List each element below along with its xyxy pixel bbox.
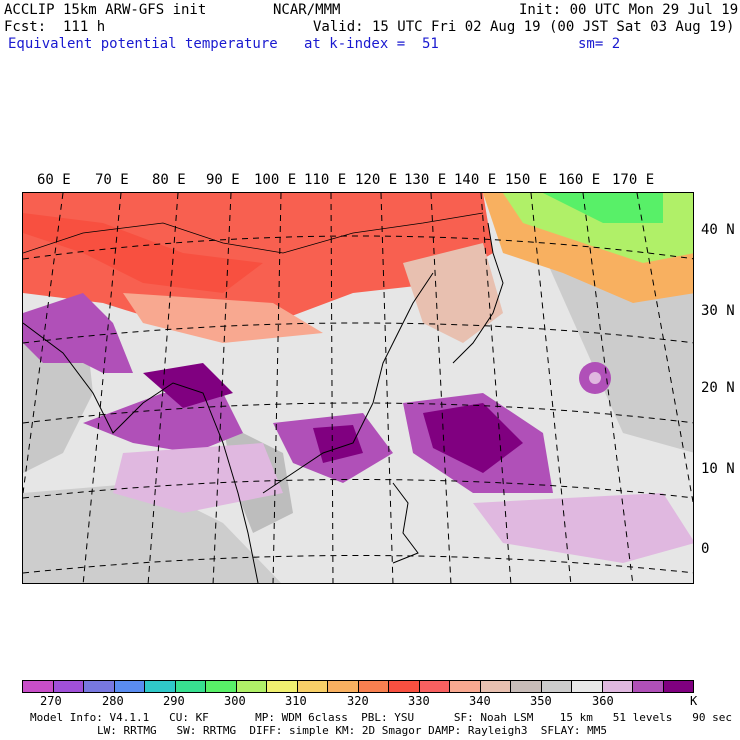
colorbar-swatch-1 xyxy=(53,681,84,692)
colorbar-swatch-0 xyxy=(23,681,54,692)
colorbar-swatch-3 xyxy=(114,681,145,692)
lon-label-60e: 60 E xyxy=(37,172,71,188)
colorbar-swatch-11 xyxy=(358,681,389,692)
cbar-tick-290: 290 xyxy=(163,694,185,708)
lat-label-0: 0 xyxy=(701,541,710,557)
lat-label-30n: 30 N xyxy=(701,303,735,319)
ne-green-core xyxy=(543,193,663,223)
cbar-tick-310: 310 xyxy=(285,694,307,708)
lon-label-90e: 90 E xyxy=(206,172,240,188)
purple-region-pakistan xyxy=(23,293,133,373)
cbar-tick-270: 270 xyxy=(40,694,62,708)
cbar-tick-350: 350 xyxy=(530,694,552,708)
lilac-region-equator xyxy=(473,493,693,563)
lon-label-110e: 110 E xyxy=(304,172,347,188)
colorbar-swatch-20 xyxy=(633,681,664,692)
lon-label-120e: 120 E xyxy=(355,172,398,188)
model-title: ACCLIP 15km ARW-GFS init xyxy=(4,2,207,18)
colorbar-swatch-19 xyxy=(602,681,633,692)
lon-label-150e: 150 E xyxy=(505,172,548,188)
lon-label-130e: 130 E xyxy=(404,172,447,188)
colorbar-swatch-9 xyxy=(297,681,328,692)
cbar-unit: K xyxy=(690,694,698,708)
cbar-tick-340: 340 xyxy=(469,694,491,708)
cbar-tick-320: 320 xyxy=(347,694,369,708)
purple-core-scs xyxy=(313,425,363,463)
lon-label-170e: 170 E xyxy=(612,172,655,188)
model-info-line1: Model Info: V4.1.1 CU: KF MP: WDM 6class… xyxy=(30,711,732,724)
coastline-china xyxy=(262,272,434,494)
colorbar-swatch-8 xyxy=(267,681,298,692)
warm-edge-korea xyxy=(403,243,503,343)
lon-label-160e: 160 E xyxy=(558,172,601,188)
map-svg xyxy=(23,193,693,583)
cbar-tick-280: 280 xyxy=(102,694,124,708)
init-time: Init: 00 UTC Mon 29 Jul 19 xyxy=(519,2,739,18)
colorbar-swatch-5 xyxy=(175,681,206,692)
cbar-tick-360: 360 xyxy=(592,694,614,708)
lon-label-70e: 70 E xyxy=(95,172,129,188)
cbar-tick-330: 330 xyxy=(408,694,430,708)
coastline-japan xyxy=(452,222,504,364)
lilac-region-ind xyxy=(113,443,283,513)
lat-label-10n: 10 N xyxy=(701,461,735,477)
border-north xyxy=(23,212,484,254)
lon-label-80e: 80 E xyxy=(152,172,186,188)
colorbar-swatch-18 xyxy=(572,681,603,692)
purple-region-bay-bengal xyxy=(83,393,243,453)
colorbar-swatch-17 xyxy=(541,681,572,692)
lat-label-20n: 20 N xyxy=(701,380,735,396)
lat-label-40n: 40 N xyxy=(701,222,735,238)
theta-e-map xyxy=(22,192,694,584)
colorbar xyxy=(22,680,694,693)
colorbar-swatch-15 xyxy=(480,681,511,692)
colorbar-swatch-16 xyxy=(511,681,542,692)
colorbar-swatch-7 xyxy=(236,681,267,692)
coastline-south-asia xyxy=(23,322,259,583)
lon-label-140e: 140 E xyxy=(454,172,497,188)
colorbar-swatch-12 xyxy=(389,681,420,692)
org-label: NCAR/MMM xyxy=(273,2,341,18)
cbar-tick-300: 300 xyxy=(224,694,246,708)
purple-core-bengal xyxy=(143,363,233,408)
smoothing-label: sm= 2 xyxy=(578,36,621,52)
field-name: Equivalent potential temperature xyxy=(8,36,278,52)
colorbar-swatch-10 xyxy=(328,681,359,692)
colorbar-swatch-6 xyxy=(206,681,237,692)
level-label: at k-index = 51 xyxy=(304,36,439,52)
colorbar-swatch-13 xyxy=(419,681,450,692)
model-info-line2: LW: RRTMG SW: RRTMG DIFF: simple KM: 2D … xyxy=(97,724,607,737)
purple-core-wpac xyxy=(423,403,523,473)
forecast-hour: Fcst: 111 h xyxy=(4,19,106,35)
warm-edge-south xyxy=(123,293,323,343)
colorbar-swatch-2 xyxy=(84,681,115,692)
colorbar-swatch-14 xyxy=(450,681,481,692)
valid-time: Valid: 15 UTC Fri 02 Aug 19 (00 JST Sat … xyxy=(313,19,735,35)
typhoon-eye xyxy=(589,372,601,384)
colorbar-swatch-4 xyxy=(145,681,176,692)
gray-region-south xyxy=(23,483,282,583)
lon-label-100e: 100 E xyxy=(254,172,297,188)
colorbar-swatch-21 xyxy=(663,681,693,692)
